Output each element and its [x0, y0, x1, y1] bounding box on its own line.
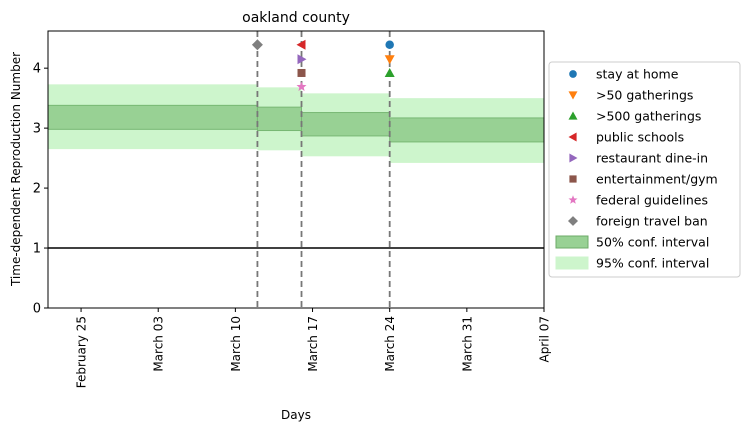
- legend-marker-7: [568, 216, 578, 226]
- intervention-marker-6: [296, 81, 307, 91]
- plot-frame: [47, 30, 545, 309]
- y-tick-label-1: 1: [33, 242, 41, 257]
- intervention-marker-7: [251, 39, 263, 51]
- plot-area: [47, 30, 545, 309]
- x-axis-label: Days: [281, 408, 311, 422]
- legend-items: stay at home >50 gatherings >500 gathering…: [555, 67, 718, 271]
- x-tick-label-4: March 24: [383, 316, 397, 372]
- legend-marker-1: [568, 91, 578, 100]
- legend-marker-4: [569, 153, 578, 163]
- chart-title: oakland county: [242, 10, 350, 26]
- legend-label-6: federal guidelines: [596, 193, 708, 208]
- ci50-band-2: [301, 112, 391, 137]
- x-tick-label-3: March 17: [306, 316, 320, 372]
- legend-label-1: >50 gatherings: [596, 88, 693, 103]
- intervention-lines: [256, 31, 391, 308]
- legend-marker-2: [568, 111, 578, 120]
- x-tick-label-0: February 25: [75, 316, 89, 388]
- legend-marker-6: [568, 195, 578, 204]
- y-axis-label: Time-dependent Reproduction Number: [9, 52, 23, 287]
- y-tick-label-4: 4: [33, 62, 41, 77]
- legend-label-4: restaurant dine-in: [596, 151, 708, 166]
- y-tick-label-0: 0: [33, 302, 41, 317]
- legend-patch-label-1: 95% conf. interval: [596, 256, 709, 271]
- ci50-band-1: [256, 106, 303, 132]
- legend-label-2: >500 gatherings: [596, 109, 701, 124]
- intervention-markers: [251, 39, 395, 91]
- legend-frame: [548, 61, 741, 278]
- legend-marker-0: [569, 70, 577, 78]
- legend-marker-5: [569, 175, 577, 183]
- y-tick-label-3: 3: [33, 122, 41, 137]
- legend-label-7: foreign travel ban: [596, 214, 708, 229]
- legend-patch-1: [555, 256, 589, 270]
- legend-patch-label-0: 50% conf. interval: [596, 235, 709, 250]
- x-axis: February 25 March 03 March 10 March 17 March…: [75, 308, 552, 388]
- intervention-marker-3: [296, 39, 306, 50]
- intervention-marker-0: [385, 40, 394, 50]
- legend-label-5: entertainment/gym: [596, 172, 718, 187]
- legend: stay at home >50 gatherings >500 gathering…: [548, 61, 741, 278]
- intervention-marker-1: [384, 55, 395, 65]
- ci50-band-0: [47, 104, 258, 130]
- legend-label-0: stay at home: [596, 67, 679, 82]
- legend-label-3: public schools: [596, 130, 684, 145]
- intervention-marker-2: [384, 68, 395, 77]
- x-tick-label-5: March 31: [460, 316, 474, 372]
- intervention-marker-5: [297, 68, 306, 77]
- x-tick-label-6: April 07: [538, 316, 552, 363]
- y-axis: 0 1 2 3 4: [33, 62, 48, 317]
- legend-patch-0: [555, 235, 589, 249]
- intervention-marker-4: [297, 54, 307, 65]
- x-tick-label-1: March 03: [152, 316, 166, 372]
- x-tick-label-2: March 10: [229, 316, 243, 372]
- legend-marker-3: [568, 132, 577, 142]
- y-tick-label-2: 2: [33, 182, 41, 197]
- ci50-band-3: [389, 117, 545, 143]
